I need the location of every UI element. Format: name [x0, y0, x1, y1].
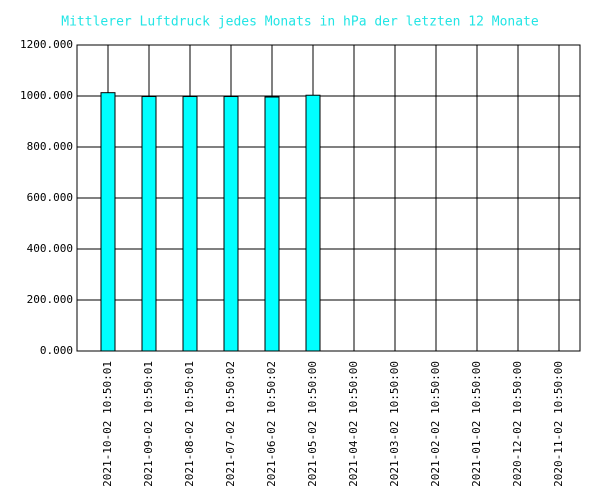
bar [182, 96, 198, 352]
x-tick-label: 2021-02-02 10:50:00 [429, 361, 442, 487]
x-tick-label: 2021-03-02 10:50:00 [388, 361, 401, 487]
y-tick-label: 1200.000 [20, 38, 73, 51]
bar [100, 92, 116, 352]
chart-title: Mittlerer Luftdruck jedes Monats in hPa … [61, 15, 539, 30]
y-tick-label: 1000.000 [20, 89, 73, 102]
y-tick-label: 600.000 [27, 191, 73, 204]
y-tick-label: 800.000 [27, 140, 73, 153]
bar [223, 96, 239, 352]
y-tick-label: 400.000 [27, 242, 73, 255]
x-tick-label: 2021-07-02 10:50:02 [224, 361, 237, 487]
bar [141, 96, 157, 352]
x-tick-label: 2021-10-02 10:50:01 [101, 361, 114, 487]
y-tick-label: 0.000 [40, 344, 73, 357]
x-tick-label: 2021-04-02 10:50:00 [347, 361, 360, 487]
bar [305, 94, 321, 352]
x-tick-label: 2021-08-02 10:50:01 [183, 361, 196, 487]
x-tick-label: 2020-12-02 10:50:00 [511, 361, 524, 487]
x-tick-label: 2021-01-02 10:50:00 [470, 361, 483, 487]
x-tick-label: 2021-06-02 10:50:02 [265, 361, 278, 487]
x-tick-label: 2021-05-02 10:50:00 [306, 361, 319, 487]
y-tick-label: 200.000 [27, 293, 73, 306]
x-tick-label: 2020-11-02 10:50:00 [552, 361, 565, 487]
x-tick-label: 2021-09-02 10:50:01 [142, 361, 155, 487]
bar [264, 96, 280, 352]
